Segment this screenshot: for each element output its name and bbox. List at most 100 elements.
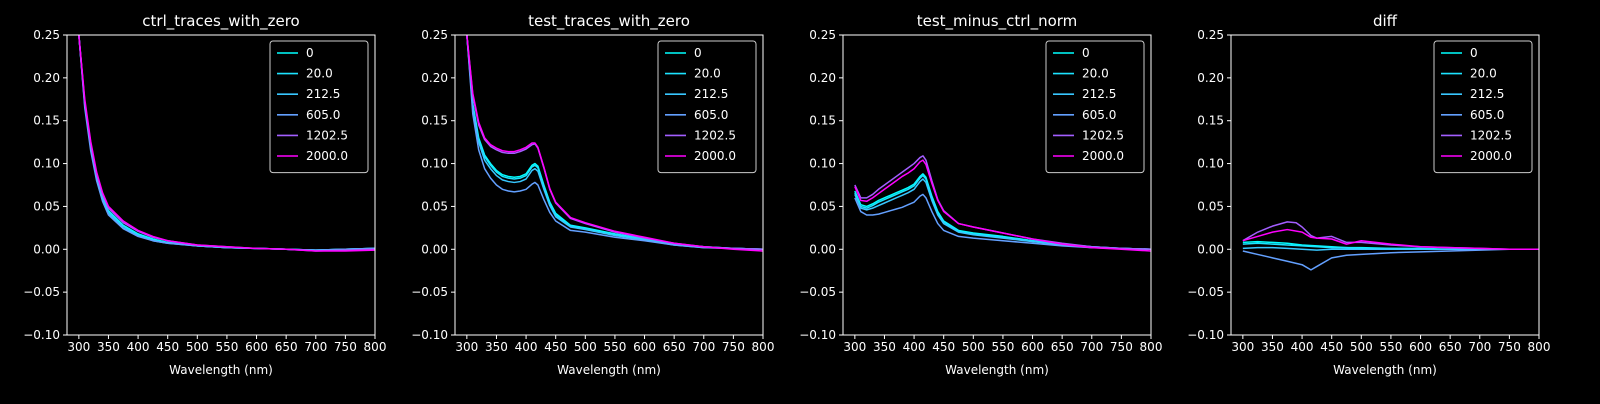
x-axis-label: Wavelength (nm) [945,363,1049,377]
legend-label: 1202.5 [1470,128,1512,142]
x-tick-label: 400 [903,340,926,354]
y-tick-label: 0.05 [33,199,60,213]
x-tick-label: 500 [186,340,209,354]
series-line-3 [854,178,1151,251]
y-tick-label: −0.05 [799,285,836,299]
y-tick-label: 0.20 [421,71,448,85]
legend-label: 20.0 [694,67,721,81]
chart-title: test_minus_ctrl_norm [917,12,1078,31]
legend-label: 20.0 [306,67,333,81]
legend-label: 212.5 [1082,87,1116,101]
x-tick-label: 700 [1080,340,1103,354]
y-tick-label: 0.25 [1197,28,1224,42]
legend-label: 0 [694,46,702,60]
x-tick-label: 350 [485,340,508,354]
legend-label: 605.0 [1470,108,1504,122]
legend-label: 605.0 [694,108,728,122]
x-tick-label: 700 [1468,340,1491,354]
legend: 0 20.0 212.5 605.0 1202.5 2000.0 [1045,40,1145,174]
legend-label: 1202.5 [306,128,348,142]
series-line-6 [78,35,375,252]
legend: 0 20.0 212.5 605.0 1202.5 2000.0 [1433,40,1533,174]
series-line-6 [1242,228,1539,251]
x-tick-label: 800 [1140,340,1163,354]
legend-label: 20.0 [1470,67,1497,81]
x-tick-label: 600 [1409,340,1432,354]
legend-label: 1202.5 [694,128,736,142]
chart-title: diff [1373,12,1398,30]
chart-panel-4: 300 350 400 450 500 550 600 650 700 750 800 −0.10 −0… [1187,12,1550,377]
x-tick-label: 350 [873,340,896,354]
x-tick-label: 650 [663,340,686,354]
legend-label: 0 [1082,46,1090,60]
x-tick-label: 450 [544,340,567,354]
legend-label: 2000.0 [694,149,736,163]
x-tick-label: 500 [574,340,597,354]
y-tick-label: 0.00 [1197,242,1224,256]
axes-frame [842,34,1152,336]
series-line-2 [854,174,1151,251]
chart-panel-3: 300 350 400 450 500 550 600 650 700 750 800 −0.10 −0… [799,12,1162,377]
x-tick-label: 400 [1291,340,1314,354]
chart-title: test_traces_with_zero [528,12,690,31]
x-tick-label: 350 [1261,340,1284,354]
x-tick-label: 750 [1498,340,1521,354]
series-line-1 [466,35,763,251]
x-tick-label: 550 [215,340,238,354]
x-tick-label: 650 [1439,340,1462,354]
x-tick-label: 550 [1379,340,1402,354]
axes-frame [66,34,376,336]
y-tick-label: 0.10 [809,157,836,171]
legend-label: 2000.0 [306,149,348,163]
y-tick-label: 0.20 [1197,71,1224,85]
y-tick-label: 0.15 [33,114,60,128]
x-tick-label: 500 [1350,340,1373,354]
axes-frame [1230,34,1540,336]
x-tick-label: 800 [752,340,775,354]
chart-title: ctrl_traces_with_zero [142,12,299,31]
chart-panel-1: 300 350 400 450 500 550 600 650 700 750 800 −0.10 −0… [23,12,386,377]
y-tick-label: −0.10 [23,328,60,342]
legend-label: 212.5 [306,87,340,101]
y-tick-label: 0.10 [421,157,448,171]
y-tick-label: −0.05 [411,285,448,299]
x-tick-label: 800 [1528,340,1551,354]
legend: 0 20.0 212.5 605.0 1202.5 2000.0 [657,40,757,174]
y-tick-label: 0.00 [33,242,60,256]
series-group [1242,221,1539,271]
legend-label: 2000.0 [1470,149,1512,163]
chart-panel-2: 300 350 400 450 500 550 600 650 700 750 800 −0.10 −0… [411,12,774,377]
x-tick-label: 700 [692,340,715,354]
y-tick-label: −0.05 [1187,285,1224,299]
y-tick-label: 0.00 [809,242,836,256]
series-group [466,35,763,252]
series-line-4 [466,35,763,251]
x-tick-label: 750 [722,340,745,354]
x-tick-label: 800 [364,340,387,354]
x-tick-label: 700 [304,340,327,354]
x-tick-label: 500 [962,340,985,354]
y-tick-label: 0.25 [809,28,836,42]
y-tick-label: 0.25 [421,28,448,42]
x-tick-label: 650 [1051,340,1074,354]
y-tick-label: 0.05 [1197,199,1224,213]
x-tick-label: 600 [633,340,656,354]
y-tick-label: 0.20 [33,71,60,85]
x-tick-label: 600 [245,340,268,354]
y-tick-label: 0.05 [421,199,448,213]
y-tick-label: 0.15 [809,114,836,128]
series-line-3 [1242,246,1539,251]
x-tick-label: 300 [455,340,478,354]
x-axis-label: Wavelength (nm) [557,363,661,377]
y-tick-label: −0.10 [411,328,448,342]
y-tick-label: 0.15 [421,114,448,128]
series-group [78,35,375,252]
y-tick-label: 0.00 [421,242,448,256]
x-tick-label: 600 [1021,340,1044,354]
legend-label: 1202.5 [1082,128,1124,142]
legend-label: 212.5 [694,87,728,101]
x-tick-label: 650 [275,340,298,354]
legend: 0 20.0 212.5 605.0 1202.5 2000.0 [269,40,369,174]
